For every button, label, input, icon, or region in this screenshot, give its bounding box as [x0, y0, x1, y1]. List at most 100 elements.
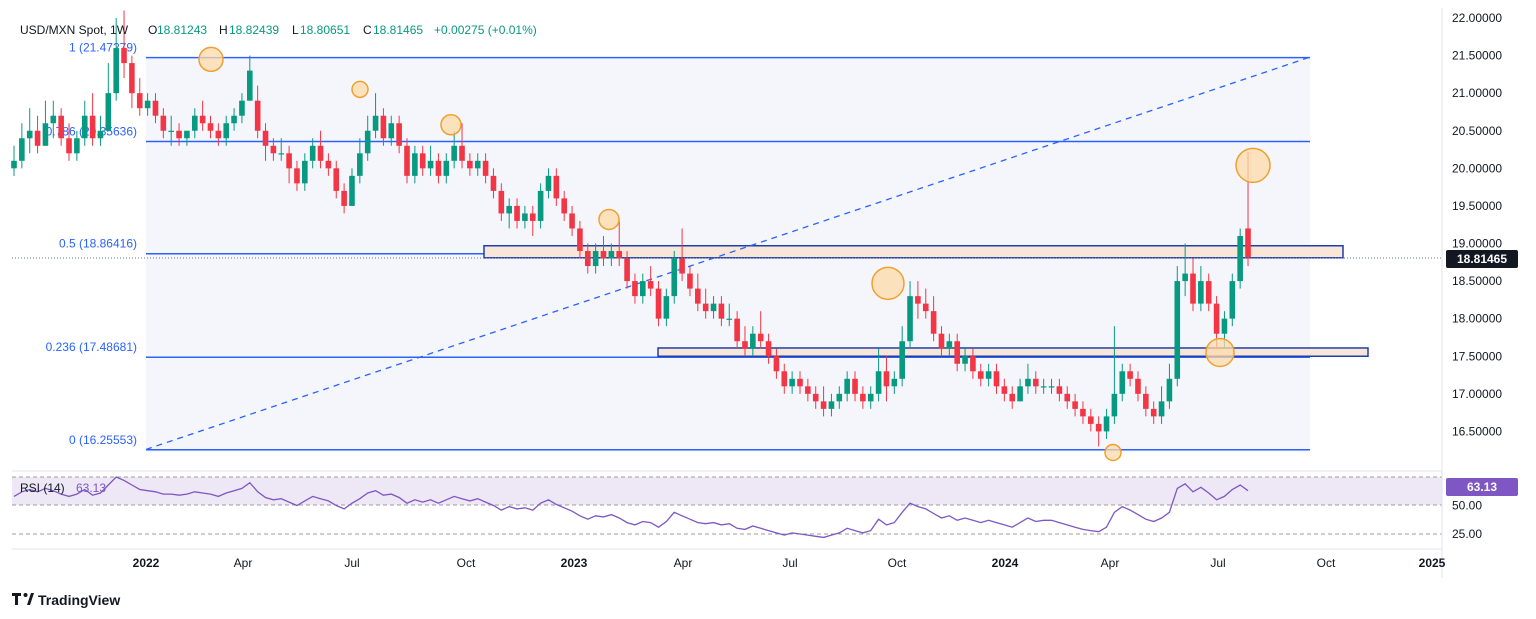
time-tick-5: Apr — [674, 556, 693, 570]
low-label: L — [292, 23, 299, 37]
candle-body-75 — [600, 251, 607, 259]
candle-body-155 — [1229, 281, 1236, 319]
candle-body-51 — [412, 153, 418, 176]
candle-body-50 — [404, 145, 410, 176]
rsi-header: RSI (14) 63.13 — [20, 481, 106, 495]
rsi-tick-2: 25.00 — [1452, 527, 1482, 541]
candle-body-20 — [168, 130, 174, 132]
candle-body-63 — [506, 205, 512, 214]
symbol-title[interactable]: USD/MXN Spot, 1W — [20, 23, 129, 37]
candle-body-74 — [592, 251, 599, 267]
time-tick-8: 2024 — [992, 556, 1019, 570]
candle-body-11 — [97, 130, 104, 139]
open-value: 18.81243 — [157, 23, 207, 37]
candle-body-24 — [199, 115, 206, 124]
rsi-band — [12, 477, 1442, 505]
candle-body-101 — [805, 386, 811, 394]
candle-body-148 — [1174, 281, 1181, 379]
price-axis: 22.00000 21.50000 21.00000 20.50000 20.00000… — [1452, 11, 1502, 438]
candle-body-143 — [1135, 378, 1141, 394]
time-tick-6: Jul — [782, 556, 797, 570]
candle-body-5 — [50, 115, 57, 124]
candle-body-16 — [136, 93, 143, 109]
candle-body-106 — [844, 378, 850, 394]
candle-body-91 — [726, 318, 733, 320]
candle-body-141 — [1119, 371, 1126, 394]
price-tick-9: 17.50000 — [1452, 349, 1502, 363]
candle-body-132 — [1048, 386, 1055, 388]
candle-body-14 — [121, 48, 127, 64]
candle-body-22 — [184, 130, 190, 139]
trendline — [145, 56, 1311, 451]
candle-body-4 — [42, 123, 49, 146]
high-value: 18.82439 — [229, 23, 279, 37]
candle-body-73 — [584, 251, 591, 267]
marker-layer — [198, 46, 1271, 462]
candle-body-13 — [113, 48, 119, 94]
last-price-text: 18.81465 — [1457, 252, 1507, 266]
time-tick-0: 2022 — [133, 556, 160, 570]
candle-body-140 — [1111, 393, 1118, 417]
candle-body-136 — [1080, 408, 1086, 417]
candle-body-123 — [977, 371, 984, 379]
time-tick-12: 2025 — [1419, 556, 1446, 570]
swing-marker-6 — [1104, 443, 1122, 462]
candle-body-48 — [388, 123, 395, 139]
fib-label-4: 0 (16.25553) — [69, 433, 137, 447]
candle-body-83 — [663, 296, 670, 319]
logo-mark-t — [12, 593, 21, 605]
candle-body-79 — [632, 281, 638, 297]
candle-body-6 — [58, 115, 64, 139]
candle-body-39 — [317, 145, 324, 161]
candle-body-147 — [1166, 378, 1173, 402]
candle-body-121 — [962, 356, 968, 364]
candle-body-114 — [907, 296, 913, 342]
time-tick-10: Jul — [1210, 556, 1225, 570]
price-tick-8: 18.00000 — [1452, 312, 1502, 326]
candle-body-97 — [773, 356, 780, 372]
candle-body-52 — [419, 153, 426, 169]
candle-body-105 — [836, 393, 843, 402]
time-tick-7: Oct — [888, 556, 907, 570]
candle-body-100 — [797, 378, 803, 387]
candle-body-88 — [702, 303, 709, 312]
candle-body-149 — [1182, 273, 1188, 282]
candle-body-87 — [695, 288, 701, 304]
candle-body-145 — [1150, 408, 1157, 417]
rsi-axis: 50.00 25.00 — [1452, 499, 1482, 542]
candle-body-99 — [789, 378, 795, 387]
rsi-value: 63.13 — [76, 481, 106, 495]
candle-body-134 — [1064, 393, 1071, 402]
candle-body-92 — [734, 318, 740, 342]
last-price-badge: 18.81465 — [1446, 250, 1518, 268]
rsi-value-badge-bg — [1446, 478, 1518, 496]
candle-body-77 — [616, 251, 623, 259]
candle-body-56 — [451, 145, 457, 161]
candle-body-125 — [993, 371, 1000, 387]
candle-body-126 — [1001, 386, 1008, 394]
candle-body-89 — [710, 303, 717, 312]
candle-body-142 — [1127, 371, 1133, 379]
candle-body-19 — [160, 115, 167, 131]
price-tick-0: 22.00000 — [1452, 11, 1502, 25]
candle-body-58 — [467, 160, 473, 169]
candle-body-111 — [883, 371, 890, 387]
fib-label-3: 0.236 (17.48681) — [46, 340, 137, 354]
candle-body-90 — [718, 303, 725, 319]
candle-body-128 — [1017, 386, 1023, 402]
fib-label-0: 1 (21.47279) — [69, 41, 137, 55]
candle-body-29 — [239, 100, 245, 116]
candle-body-113 — [899, 341, 905, 379]
candle-body-32 — [262, 130, 269, 146]
candle-body-62 — [498, 190, 505, 214]
candle-body-69 — [553, 175, 560, 199]
rsi-title[interactable]: RSI (14) — [20, 481, 65, 495]
tradingview-logo[interactable]: TradingView — [12, 592, 120, 608]
candle-body-104 — [828, 401, 835, 409]
candle-body-98 — [781, 371, 788, 387]
swing-marker-7 — [1205, 337, 1235, 368]
candle-body-76 — [608, 251, 615, 259]
candle-body-59 — [474, 160, 481, 169]
open-label: O — [148, 23, 157, 37]
candle-body-144 — [1143, 393, 1149, 409]
